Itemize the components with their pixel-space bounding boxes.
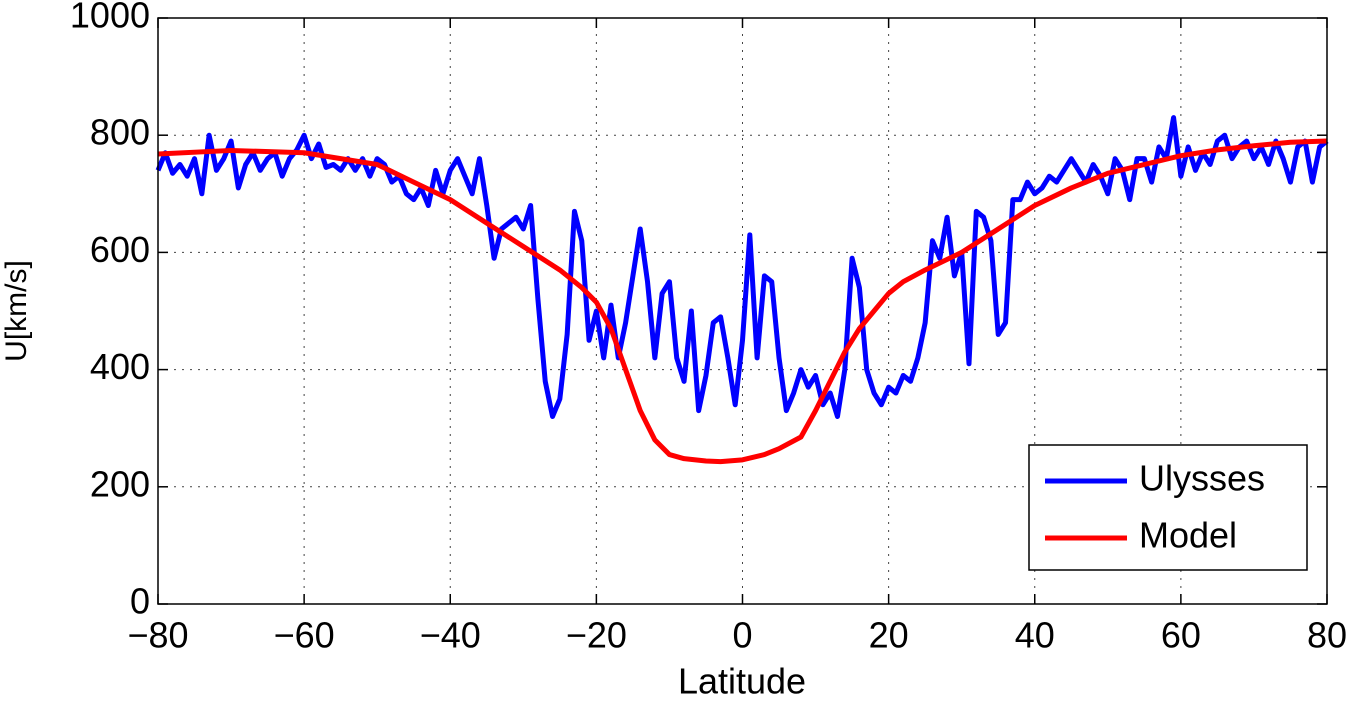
y-tick-label: 200	[90, 463, 150, 504]
y-tick-label: 800	[90, 112, 150, 153]
legend-label: Model	[1139, 515, 1237, 556]
x-tick-label: 60	[1161, 615, 1201, 656]
legend-box	[1028, 444, 1308, 571]
series-line	[157, 138, 1328, 465]
legend-label: Ulysses	[1139, 458, 1265, 499]
legend: Ulysses Model	[1028, 444, 1308, 571]
x-tick-label: −80	[127, 615, 188, 656]
y-tick-label: 400	[90, 346, 150, 387]
x-tick-label: −40	[420, 615, 481, 656]
x-tick-label: 0	[732, 615, 752, 656]
y-axis-label: U[km/s]	[0, 260, 33, 362]
x-tick-label: 40	[1015, 615, 1055, 656]
series-line	[155, 115, 1329, 419]
x-tick-label: 80	[1307, 615, 1347, 656]
lines	[155, 115, 1329, 465]
y-tick-label: 0	[130, 581, 150, 622]
x-axis-label: Latitude	[678, 661, 806, 701]
x-tick-label: 20	[869, 615, 909, 656]
x-tick-label: −60	[274, 615, 335, 656]
x-tick-label: −20	[566, 615, 627, 656]
y-tick-label: 600	[90, 229, 150, 270]
y-tick-label: 1000	[70, 0, 150, 36]
